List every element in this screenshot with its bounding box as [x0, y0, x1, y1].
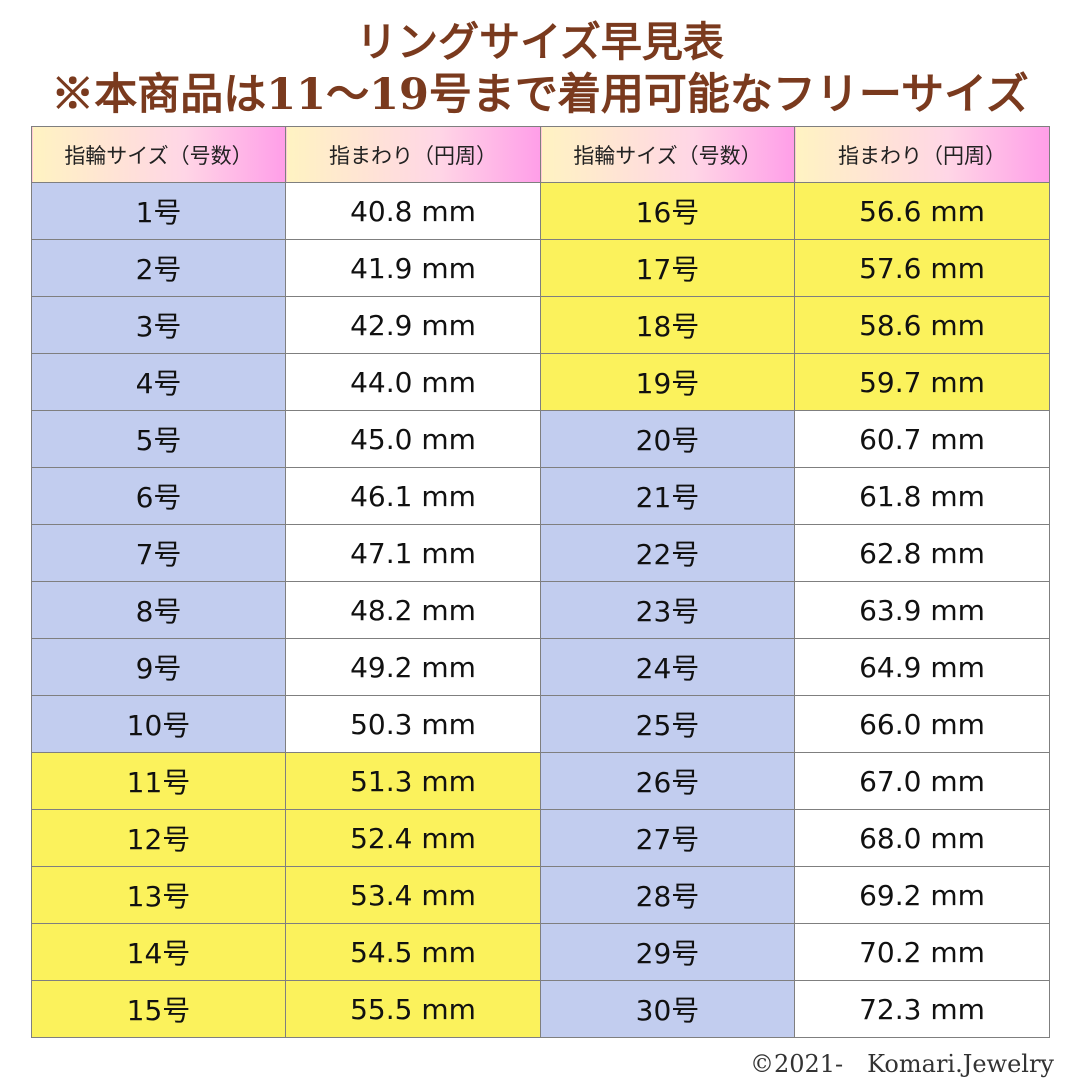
- circumference-cell: 69.2 mm: [794, 866, 1050, 924]
- table-row: 15号 55.5 mm 30号 72.3 mm: [31, 980, 1050, 1038]
- circumference-cell: 58.6 mm: [794, 296, 1050, 354]
- ring-size-cell: 7号: [31, 524, 286, 582]
- circumference-cell: 59.7 mm: [794, 353, 1050, 411]
- circumference-cell: 45.0 mm: [285, 410, 541, 468]
- circumference-cell: 56.6 mm: [794, 182, 1050, 240]
- circumference-cell: 57.6 mm: [794, 239, 1050, 297]
- ring-size-cell: 24号: [540, 638, 795, 696]
- table-row: 13号 53.4 mm 28号 69.2 mm: [31, 866, 1050, 924]
- page-title: リングサイズ早見表: [356, 18, 724, 66]
- circumference-cell: 42.9 mm: [285, 296, 541, 354]
- table-row: 3号 42.9 mm 18号 58.6 mm: [31, 296, 1050, 354]
- circumference-cell: 50.3 mm: [285, 695, 541, 753]
- table-row: 10号 50.3 mm 25号 66.0 mm: [31, 695, 1050, 753]
- circumference-cell: 62.8 mm: [794, 524, 1050, 582]
- table-row: 11号 51.3 mm 26号 67.0 mm: [31, 752, 1050, 810]
- ring-size-table: 指輪サイズ（号数） 指まわり（円周） 指輪サイズ（号数） 指まわり（円周） 1号…: [31, 126, 1050, 1038]
- circumference-cell: 53.4 mm: [285, 866, 541, 924]
- circumference-cell: 63.9 mm: [794, 581, 1050, 639]
- ring-size-cell: 1号: [31, 182, 286, 240]
- ring-size-cell: 16号: [540, 182, 795, 240]
- ring-size-cell: 29号: [540, 923, 795, 981]
- ring-size-cell: 8号: [31, 581, 286, 639]
- circumference-cell: 64.9 mm: [794, 638, 1050, 696]
- table-row: 5号 45.0 mm 20号 60.7 mm: [31, 410, 1050, 468]
- ring-size-cell: 30号: [540, 980, 795, 1038]
- table-row: 14号 54.5 mm 29号 70.2 mm: [31, 923, 1050, 981]
- circumference-cell: 48.2 mm: [285, 581, 541, 639]
- table-row: 2号 41.9 mm 17号 57.6 mm: [31, 239, 1050, 297]
- size-rows: 1号 40.8 mm 16号 56.6 mm 2号 41.9 mm 17号 57.6 mm 3号…: [31, 182, 1050, 1038]
- circumference-cell: 41.9 mm: [285, 239, 541, 297]
- ring-size-cell: 14号: [31, 923, 286, 981]
- ring-size-cell: 23号: [540, 581, 795, 639]
- ring-size-cell: 6号: [31, 467, 286, 525]
- ring-size-cell: 4号: [31, 353, 286, 411]
- ring-size-cell: 12号: [31, 809, 286, 867]
- ring-size-cell: 18号: [540, 296, 795, 354]
- ring-size-cell: 3号: [31, 296, 286, 354]
- circumference-cell: 66.0 mm: [794, 695, 1050, 753]
- table-row: 12号 52.4 mm 27号 68.0 mm: [31, 809, 1050, 867]
- ring-size-cell: 11号: [31, 752, 286, 810]
- circumference-cell: 55.5 mm: [285, 980, 541, 1038]
- ring-size-cell: 22号: [540, 524, 795, 582]
- ring-size-cell: 9号: [31, 638, 286, 696]
- table-row: 4号 44.0 mm 19号 59.7 mm: [31, 353, 1050, 411]
- circumference-cell: 40.8 mm: [285, 182, 541, 240]
- copyright: ©2021- Komari.Jewelry: [749, 1050, 1054, 1078]
- ring-size-cell: 21号: [540, 467, 795, 525]
- header-circumference: 指まわり（円周）: [794, 126, 1050, 183]
- table-row: 7号 47.1 mm 22号 62.8 mm: [31, 524, 1050, 582]
- header-ring-size: 指輪サイズ（号数）: [540, 126, 795, 183]
- ring-size-cell: 10号: [31, 695, 286, 753]
- ring-size-cell: 27号: [540, 809, 795, 867]
- ring-size-cell: 13号: [31, 866, 286, 924]
- ring-size-cell: 5号: [31, 410, 286, 468]
- ring-size-cell: 2号: [31, 239, 286, 297]
- circumference-cell: 70.2 mm: [794, 923, 1050, 981]
- header-row: 指輪サイズ（号数） 指まわり（円周） 指輪サイズ（号数） 指まわり（円周）: [31, 126, 1050, 183]
- circumference-cell: 52.4 mm: [285, 809, 541, 867]
- circumference-cell: 72.3 mm: [794, 980, 1050, 1038]
- page-subtitle: ※本商品は11〜19号まで着用可能なフリーサイズ: [51, 70, 1029, 120]
- table-row: 9号 49.2 mm 24号 64.9 mm: [31, 638, 1050, 696]
- circumference-cell: 54.5 mm: [285, 923, 541, 981]
- circumference-cell: 67.0 mm: [794, 752, 1050, 810]
- table-row: 6号 46.1 mm 21号 61.8 mm: [31, 467, 1050, 525]
- table-row: 1号 40.8 mm 16号 56.6 mm: [31, 182, 1050, 240]
- ring-size-cell: 20号: [540, 410, 795, 468]
- circumference-cell: 46.1 mm: [285, 467, 541, 525]
- circumference-cell: 44.0 mm: [285, 353, 541, 411]
- circumference-cell: 60.7 mm: [794, 410, 1050, 468]
- ring-size-cell: 28号: [540, 866, 795, 924]
- circumference-cell: 47.1 mm: [285, 524, 541, 582]
- ring-size-cell: 19号: [540, 353, 795, 411]
- ring-size-cell: 26号: [540, 752, 795, 810]
- circumference-cell: 49.2 mm: [285, 638, 541, 696]
- circumference-cell: 61.8 mm: [794, 467, 1050, 525]
- ring-size-cell: 25号: [540, 695, 795, 753]
- circumference-cell: 68.0 mm: [794, 809, 1050, 867]
- ring-size-cell: 17号: [540, 239, 795, 297]
- header-ring-size: 指輪サイズ（号数）: [31, 126, 286, 183]
- ring-size-cell: 15号: [31, 980, 286, 1038]
- header-circumference: 指まわり（円周）: [285, 126, 541, 183]
- table-row: 8号 48.2 mm 23号 63.9 mm: [31, 581, 1050, 639]
- circumference-cell: 51.3 mm: [285, 752, 541, 810]
